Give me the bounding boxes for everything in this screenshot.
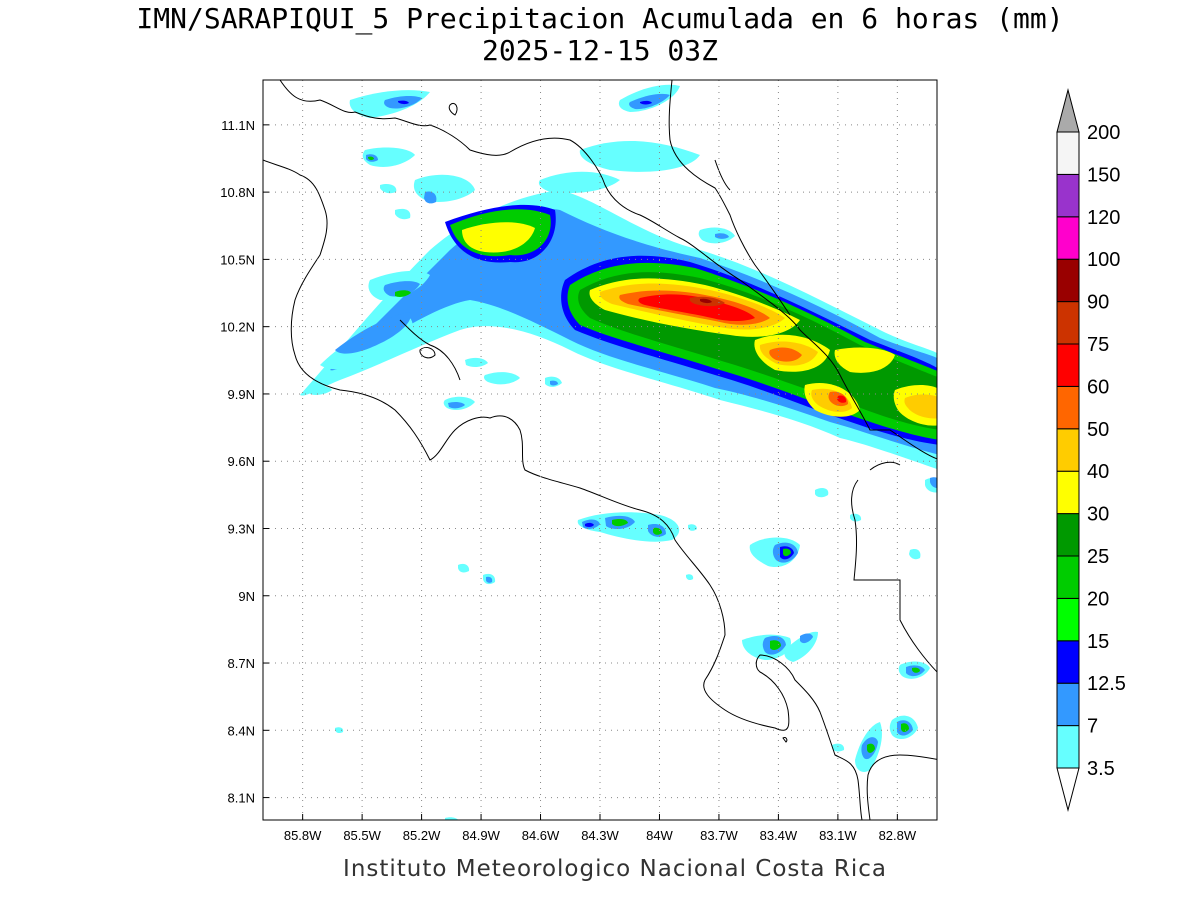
colorbar-level-label: 90 <box>1087 292 1109 314</box>
lon-tick-label: 85.8W <box>284 828 322 843</box>
colorbar-box <box>1056 258 1080 303</box>
colorbar-box <box>1056 725 1080 769</box>
lat-tick-label: 9N <box>238 589 255 604</box>
longitude-labels: 85.8W 85.5W 85.2W 84.9W 84.6W 84.3W 84W 83.7W 83… <box>284 814 917 843</box>
colorbar-box <box>1056 428 1080 472</box>
colorbar-box <box>1056 173 1080 218</box>
colorbar-level-label: 120 <box>1087 207 1120 229</box>
latitude-labels: 11.1N 10.8N 10.5N 10.2N 9.9N 9.6N 9.3N 9N 8.7N 8.… <box>220 118 269 806</box>
lon-tick-label: 83.1W <box>819 828 857 843</box>
colorbar-box <box>1056 131 1080 175</box>
lat-tick-label: 10.2N <box>220 320 255 335</box>
colorbar-level-label: 12.5 <box>1087 673 1126 695</box>
lat-tick-label: 8.7N <box>228 656 255 671</box>
colorbar-level-label: 30 <box>1087 504 1109 526</box>
colorbar-box <box>1056 640 1080 684</box>
lon-tick-label: 83.7W <box>700 828 738 843</box>
lon-tick-label: 84.9W <box>462 828 500 843</box>
colorbar-box <box>1056 343 1080 387</box>
colorbar-box <box>1056 301 1080 345</box>
colorbar-level-label: 75 <box>1087 334 1109 356</box>
lat-tick-label: 9.6N <box>228 454 255 469</box>
lon-tick-label: 85.2W <box>403 828 441 843</box>
colorbar-level-label: 40 <box>1087 461 1109 483</box>
colorbar-top-arrow <box>1056 88 1080 133</box>
colorbar-level-label: 50 <box>1087 419 1109 441</box>
colorbar-level-label: 7 <box>1087 716 1098 738</box>
map-subtitle-datetime: 2025-12-15 03Z <box>481 34 718 67</box>
colorbar-box <box>1056 597 1080 642</box>
colorbar-level-label: 15 <box>1087 631 1109 653</box>
lon-tick-label: 82.8W <box>879 828 917 843</box>
lon-tick-label: 83.4W <box>760 828 798 843</box>
colorbar-bottom-arrow <box>1056 767 1080 812</box>
colorbar-box <box>1056 682 1080 727</box>
colorbar-level-label: 25 <box>1087 546 1109 568</box>
lat-tick-label: 10.8N <box>220 185 255 200</box>
colorbar-level-label: 3.5 <box>1087 758 1115 780</box>
footer-credit: Instituto Meteorologico Nacional Costa R… <box>343 856 887 882</box>
lat-tick-label: 8.1N <box>228 791 255 806</box>
colorbar-level-label: 60 <box>1087 376 1109 398</box>
colorbar-box <box>1056 385 1080 430</box>
colorbar-level-label: 100 <box>1087 249 1120 271</box>
map-title: IMN/SARAPIQUI_5 Precipitacion Acumulada … <box>136 2 1064 35</box>
lat-tick-label: 9.9N <box>228 387 255 402</box>
lat-tick-label: 10.5N <box>220 252 255 267</box>
colorbar-legend: 3.5 7 12.5 15 20 25 30 40 50 60 75 90 100 120 150 200 <box>1056 88 1126 812</box>
colorbar-level-label: 150 <box>1087 164 1120 186</box>
map-grid <box>263 80 937 820</box>
map-frame <box>262 79 938 821</box>
precipitation-field <box>300 84 937 820</box>
lon-tick-label: 84W <box>646 828 673 843</box>
colorbar-level-label: 200 <box>1087 122 1120 144</box>
coastline <box>263 80 937 820</box>
lat-tick-label: 8.4N <box>228 723 255 738</box>
colorbar-box <box>1056 216 1080 260</box>
lat-tick-label: 9.3N <box>228 521 255 536</box>
colorbar-box <box>1056 555 1080 599</box>
lon-tick-label: 85.5W <box>343 828 381 843</box>
colorbar-box <box>1056 470 1080 515</box>
lat-tick-label: 11.1N <box>221 118 255 133</box>
lon-tick-label: 84.6W <box>522 828 560 843</box>
colorbar-level-label: 20 <box>1087 588 1109 610</box>
lon-tick-label: 84.3W <box>581 828 619 843</box>
colorbar-box <box>1056 513 1080 557</box>
